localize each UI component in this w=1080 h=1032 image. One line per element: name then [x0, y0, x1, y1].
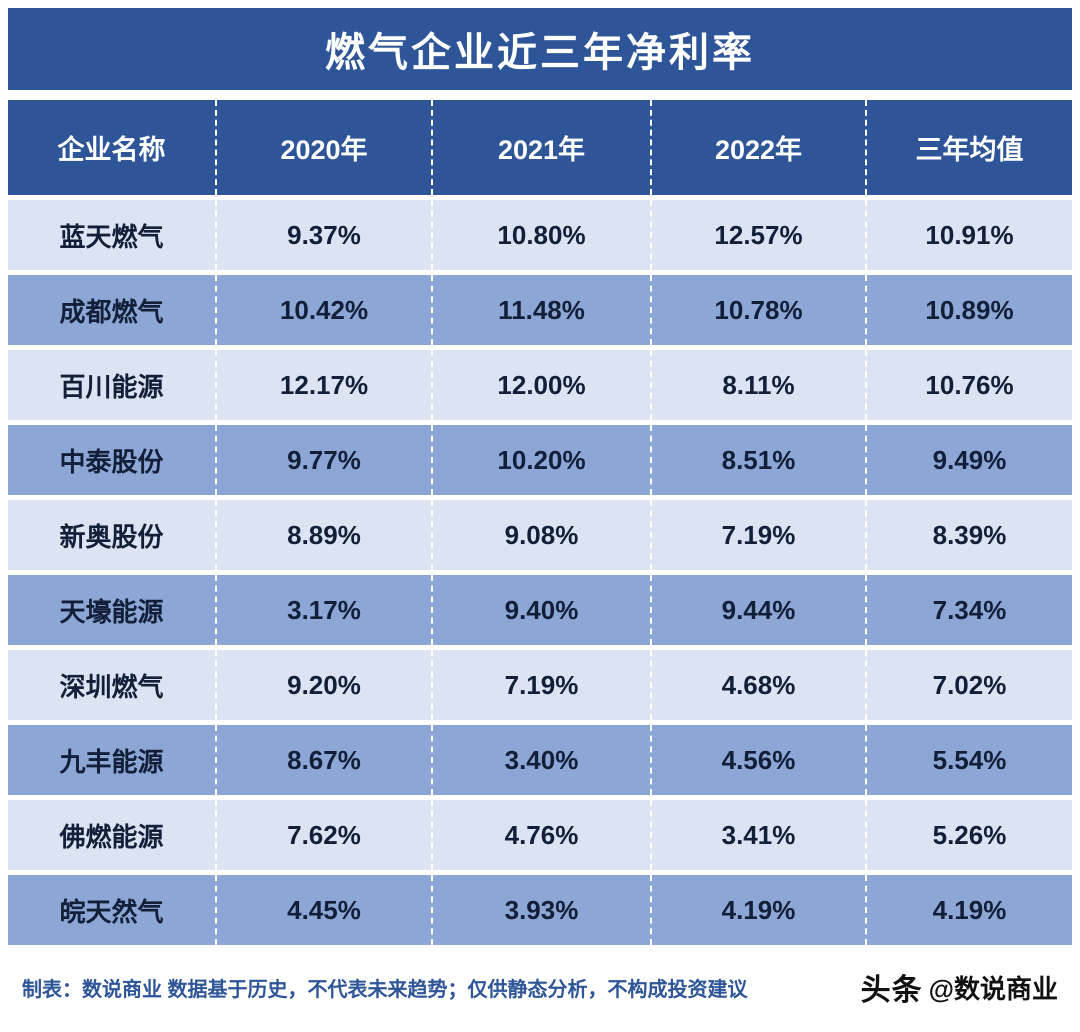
- value-cell: 7.62%: [215, 800, 431, 870]
- value-cell: 4.68%: [650, 650, 865, 720]
- value-cell: 3.17%: [215, 575, 431, 645]
- infographic-page: 燃气企业近三年净利率 企业名称 2020年 2021年 2022年 三年均值 蓝天燃气 9.…: [8, 8, 1072, 1024]
- value-cell: 12.17%: [215, 350, 431, 420]
- value-cell: 9.77%: [215, 425, 431, 495]
- value-cell: 8.89%: [215, 500, 431, 570]
- value-cell: 9.08%: [431, 500, 650, 570]
- brand-handle: @数说商业: [928, 973, 1058, 1004]
- company-name-cell: 佛燃能源: [8, 800, 215, 870]
- value-cell: 8.39%: [865, 500, 1072, 570]
- table-row: 深圳燃气 9.20% 7.19% 4.68% 7.02%: [8, 650, 1072, 720]
- value-cell: 7.19%: [650, 500, 865, 570]
- value-cell: 8.67%: [215, 725, 431, 795]
- company-name-cell: 深圳燃气: [8, 650, 215, 720]
- value-cell: 9.37%: [215, 200, 431, 270]
- footer: 制表：数说商业 数据基于历史，不代表未来趋势；仅供静态分析，不构成投资建议 头条…: [8, 950, 1072, 1024]
- table-row: 天壕能源 3.17% 9.40% 9.44% 7.34%: [8, 575, 1072, 645]
- value-cell: 4.56%: [650, 725, 865, 795]
- table-row: 佛燃能源 7.62% 4.76% 3.41% 5.26%: [8, 800, 1072, 870]
- company-name-cell: 新奥股份: [8, 500, 215, 570]
- header-cell: 企业名称: [8, 100, 215, 195]
- value-cell: 4.19%: [650, 875, 865, 945]
- value-cell: 8.11%: [650, 350, 865, 420]
- header-cell: 2022年: [650, 100, 865, 195]
- value-cell: 4.45%: [215, 875, 431, 945]
- company-name-cell: 成都燃气: [8, 275, 215, 345]
- title-banner: 燃气企业近三年净利率: [8, 8, 1072, 90]
- table-row: 九丰能源 8.67% 3.40% 4.56% 5.54%: [8, 725, 1072, 795]
- value-cell: 10.20%: [431, 425, 650, 495]
- value-cell: 9.49%: [865, 425, 1072, 495]
- header-cell: 2021年: [431, 100, 650, 195]
- value-cell: 12.57%: [650, 200, 865, 270]
- page-title: 燃气企业近三年净利率: [325, 31, 755, 75]
- table-row: 百川能源 12.17% 12.00% 8.11% 10.76%: [8, 350, 1072, 420]
- value-cell: 7.34%: [865, 575, 1072, 645]
- value-cell: 11.48%: [431, 275, 650, 345]
- company-name-cell: 皖天然气: [8, 875, 215, 945]
- value-cell: 8.51%: [650, 425, 865, 495]
- value-cell: 12.00%: [431, 350, 650, 420]
- value-cell: 4.19%: [865, 875, 1072, 945]
- table-row: 新奥股份 8.89% 9.08% 7.19% 8.39%: [8, 500, 1072, 570]
- value-cell: 10.78%: [650, 275, 865, 345]
- value-cell: 5.26%: [865, 800, 1072, 870]
- value-cell: 4.76%: [431, 800, 650, 870]
- value-cell: 3.40%: [431, 725, 650, 795]
- brand-signature: 头条 @数说商业: [861, 965, 1058, 1009]
- value-cell: 10.89%: [865, 275, 1072, 345]
- value-cell: 10.42%: [215, 275, 431, 345]
- profit-table: 企业名称 2020年 2021年 2022年 三年均值 蓝天燃气 9.37% 10.80% 12…: [8, 100, 1072, 945]
- value-cell: 9.40%: [431, 575, 650, 645]
- table-row: 成都燃气 10.42% 11.48% 10.78% 10.89%: [8, 275, 1072, 345]
- value-cell: 3.93%: [431, 875, 650, 945]
- table-row: 皖天然气 4.45% 3.93% 4.19% 4.19%: [8, 875, 1072, 945]
- value-cell: 10.80%: [431, 200, 650, 270]
- value-cell: 7.19%: [431, 650, 650, 720]
- company-name-cell: 中泰股份: [8, 425, 215, 495]
- table-header-row: 企业名称 2020年 2021年 2022年 三年均值: [8, 100, 1072, 195]
- toutiao-logo: 头条: [860, 974, 923, 1007]
- value-cell: 7.02%: [865, 650, 1072, 720]
- company-name-cell: 百川能源: [8, 350, 215, 420]
- value-cell: 9.20%: [215, 650, 431, 720]
- value-cell: 10.76%: [865, 350, 1072, 420]
- company-name-cell: 天壕能源: [8, 575, 215, 645]
- company-name-cell: 九丰能源: [8, 725, 215, 795]
- value-cell: 5.54%: [865, 725, 1072, 795]
- table-row: 中泰股份 9.77% 10.20% 8.51% 9.49%: [8, 425, 1072, 495]
- value-cell: 9.44%: [650, 575, 865, 645]
- table-row: 蓝天燃气 9.37% 10.80% 12.57% 10.91%: [8, 200, 1072, 270]
- value-cell: 3.41%: [650, 800, 865, 870]
- disclaimer-text: 制表：数说商业 数据基于历史，不代表未来趋势；仅供静态分析，不构成投资建议: [22, 978, 748, 1001]
- company-name-cell: 蓝天燃气: [8, 200, 215, 270]
- header-cell: 三年均值: [865, 100, 1072, 195]
- value-cell: 10.91%: [865, 200, 1072, 270]
- header-cell: 2020年: [215, 100, 431, 195]
